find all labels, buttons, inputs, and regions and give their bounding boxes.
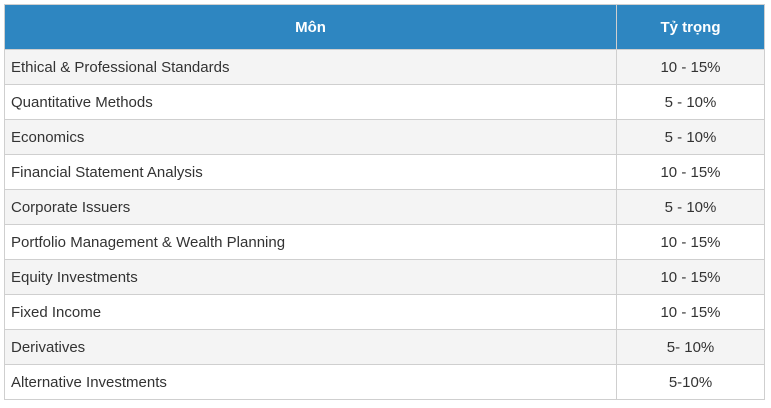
header-subject: Môn (4, 4, 617, 50)
subject-cell: Corporate Issuers (4, 189, 617, 225)
table-body: Ethical & Professional Standards 10 - 15… (4, 49, 765, 400)
subject-cell: Financial Statement Analysis (4, 154, 617, 190)
weight-cell: 5-10% (616, 364, 765, 400)
weight-cell: 10 - 15% (616, 154, 765, 190)
subject-cell: Economics (4, 119, 617, 155)
weights-table-container: Môn Tỷ trọng Ethical & Professional Stan… (4, 4, 765, 400)
weight-cell: 5- 10% (616, 329, 765, 365)
table-row: Economics 5 - 10% (4, 119, 765, 155)
weight-cell: 10 - 15% (616, 294, 765, 330)
subject-cell: Fixed Income (4, 294, 617, 330)
table-row: Fixed Income 10 - 15% (4, 294, 765, 330)
weight-cell: 10 - 15% (616, 259, 765, 295)
weight-cell: 10 - 15% (616, 224, 765, 260)
header-weight: Tỷ trọng (616, 4, 765, 50)
subject-cell: Portfolio Management & Wealth Planning (4, 224, 617, 260)
weight-cell: 5 - 10% (616, 119, 765, 155)
subject-cell: Ethical & Professional Standards (4, 49, 617, 85)
header-row: Môn Tỷ trọng (4, 4, 765, 50)
weight-cell: 5 - 10% (616, 84, 765, 120)
table-row: Financial Statement Analysis 10 - 15% (4, 154, 765, 190)
table-header: Môn Tỷ trọng (4, 4, 765, 50)
table-row: Ethical & Professional Standards 10 - 15… (4, 49, 765, 85)
weight-cell: 10 - 15% (616, 49, 765, 85)
exam-weights-table: Môn Tỷ trọng Ethical & Professional Stan… (4, 4, 765, 400)
table-row: Alternative Investments 5-10% (4, 364, 765, 400)
subject-cell: Derivatives (4, 329, 617, 365)
subject-cell: Alternative Investments (4, 364, 617, 400)
table-row: Quantitative Methods 5 - 10% (4, 84, 765, 120)
subject-cell: Equity Investments (4, 259, 617, 295)
table-row: Equity Investments 10 - 15% (4, 259, 765, 295)
table-row: Derivatives 5- 10% (4, 329, 765, 365)
subject-cell: Quantitative Methods (4, 84, 617, 120)
table-row: Corporate Issuers 5 - 10% (4, 189, 765, 225)
table-row: Portfolio Management & Wealth Planning 1… (4, 224, 765, 260)
weight-cell: 5 - 10% (616, 189, 765, 225)
